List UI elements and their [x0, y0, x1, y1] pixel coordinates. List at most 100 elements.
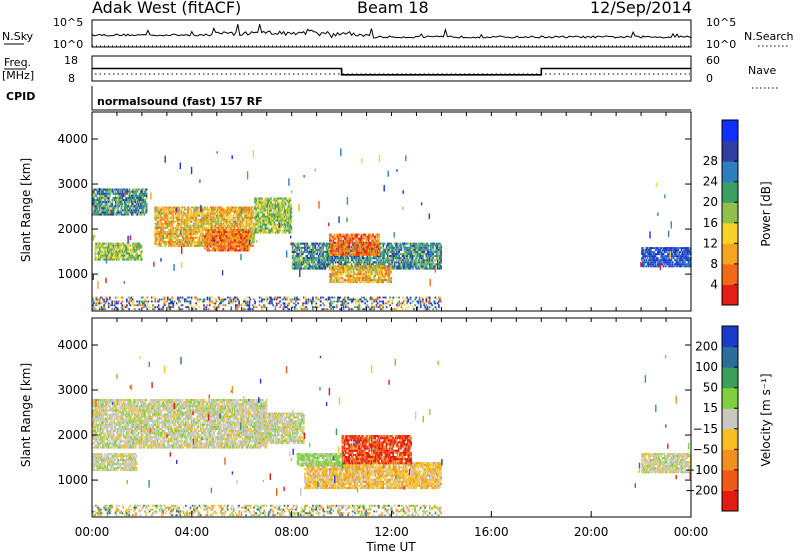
heatmap-cell [297, 243, 299, 245]
heatmap-cell [192, 235, 194, 237]
heatmap-cell [141, 245, 143, 247]
date-title: 12/Sep/2014 [590, 0, 692, 17]
heatmap-cell [358, 252, 360, 254]
heatmap-cell [325, 265, 327, 267]
heatmap-cell [249, 211, 251, 213]
heatmap-cell [218, 223, 220, 225]
heatmap-cell [382, 259, 384, 261]
heatmap-cell [101, 203, 103, 205]
heatmap-cell [187, 245, 189, 247]
heatmap-cell [352, 254, 354, 256]
heatmap-cell [278, 232, 280, 234]
heatmap-cell [102, 245, 104, 247]
heatmap-cell [330, 240, 332, 242]
heatmap-cell [166, 221, 168, 223]
heatmap-cell [133, 189, 135, 191]
heatmap-cell [127, 249, 129, 251]
heatmap-cell [283, 226, 285, 228]
heatmap-cell [214, 250, 216, 252]
heatmap-cell [367, 261, 369, 263]
heatmap-cell [181, 239, 183, 241]
heatmap-cell [312, 259, 314, 261]
heatmap-cell [160, 215, 162, 217]
heatmap-cell [203, 225, 205, 227]
heatmap-cell [205, 233, 207, 235]
heatmap-cell [331, 275, 333, 277]
heatmap-cell [263, 214, 265, 216]
heatmap-cell [384, 257, 386, 259]
heatmap-cell [393, 259, 395, 261]
heatmap-cell [346, 263, 348, 265]
heatmap-cell [370, 234, 372, 236]
heatmap-cell [414, 249, 416, 251]
heatmap-cell [116, 197, 118, 199]
heatmap-cell [136, 253, 138, 255]
heatmap-cell [161, 207, 163, 209]
heatmap-cell [162, 239, 164, 241]
heatmap-cell [353, 281, 355, 283]
heatmap-cell [202, 227, 204, 229]
heatmap-cell [371, 238, 373, 240]
heatmap-cell [397, 247, 399, 249]
heatmap-cell [161, 217, 163, 219]
heatmap-cell [205, 227, 207, 229]
freq-tick-bottom: 8 [68, 72, 75, 85]
heatmap-cell [236, 211, 238, 213]
heatmap-cell [146, 205, 148, 207]
heatmap-cell [280, 222, 282, 224]
heatmap-cell [333, 263, 335, 265]
nsearch-tick-top: 10^5 [706, 16, 736, 29]
heatmap-cell [255, 218, 257, 220]
heatmap-cell [115, 195, 117, 197]
heatmap-cell [260, 232, 262, 234]
heatmap-cell [145, 199, 147, 201]
heatmap-cell [164, 219, 166, 221]
heatmap-cell [116, 199, 118, 201]
heatmap-cell [260, 224, 262, 226]
heatmap-cell [93, 191, 95, 193]
heatmap-cell [369, 269, 371, 271]
heatmap-cell [204, 235, 206, 237]
heatmap-cell [190, 209, 192, 211]
heatmap-cell [373, 281, 375, 283]
heatmap-cell [144, 207, 146, 209]
heatmap-cell [330, 267, 332, 269]
heatmap-cell [225, 250, 227, 252]
heatmap-cell [109, 193, 111, 195]
heatmap-cell [99, 249, 101, 251]
heatmap-cell [274, 218, 276, 220]
freq-label: Freq. [4, 56, 31, 69]
heatmap-cell [123, 247, 125, 249]
heatmap-cell [388, 249, 390, 251]
heatmap-cell [361, 234, 363, 236]
heatmap-cell [191, 211, 193, 213]
heatmap-cell [284, 216, 286, 218]
heatmap-cell [263, 212, 265, 214]
heatmap-cell [261, 200, 263, 202]
heatmap-cell [272, 220, 274, 222]
heatmap-cell [224, 215, 226, 217]
nsky-tick-top: 10^5 [53, 16, 83, 29]
heatmap-cell [236, 243, 238, 245]
heatmap-cell [195, 217, 197, 219]
heatmap-cell [377, 273, 379, 275]
heatmap-cell [156, 241, 158, 243]
heatmap-cell [270, 224, 272, 226]
heatmap-cell [109, 191, 111, 193]
heatmap-cell [381, 277, 383, 279]
heatmap-cell [339, 271, 341, 273]
heatmap-cell [422, 255, 424, 257]
heatmap-cell [411, 251, 413, 253]
cpid-text: normalsound (fast) 157 RF [97, 95, 263, 108]
heatmap-cell [440, 261, 442, 263]
heatmap-cell [242, 217, 244, 219]
heatmap-cell [229, 217, 231, 219]
heatmap-cell [294, 249, 296, 251]
heatmap-cell [369, 261, 371, 263]
heatmap-cell [219, 241, 221, 243]
heatmap-cell [215, 225, 217, 227]
heatmap-cell [440, 249, 442, 251]
heatmap-cell [226, 235, 228, 237]
heatmap-cell [384, 243, 386, 245]
heatmap-cell [421, 263, 423, 265]
